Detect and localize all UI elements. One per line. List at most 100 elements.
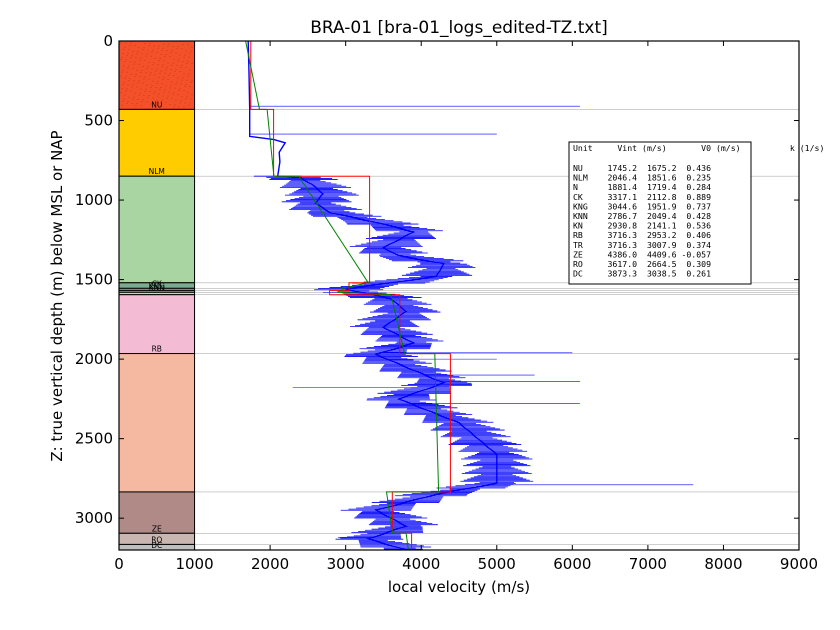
nu-texture-dot — [162, 79, 164, 81]
x-tick-label: 7000 — [629, 555, 667, 573]
nu-texture-dot — [187, 92, 189, 94]
nu-texture-dot — [121, 104, 123, 106]
chart-title: BRA-01 [bra-01_logs_edited-TZ.txt] — [310, 18, 608, 38]
legend-row-nlm: NLM 2046.4 1851.6 0.235 — [573, 173, 711, 183]
nu-texture-dot — [182, 44, 184, 46]
nu-texture-dot — [149, 74, 151, 76]
nu-texture-dot — [144, 59, 146, 61]
nu-texture-dot — [177, 93, 179, 95]
nu-texture-dot — [173, 91, 175, 93]
nu-texture-dot — [174, 71, 176, 73]
nu-texture-dot — [177, 60, 179, 62]
y-tick-label: 500 — [84, 112, 113, 130]
nu-texture-dot — [132, 84, 134, 86]
nu-texture-dot — [168, 43, 170, 45]
legend: Unit Vint (m/s) V0 (m/s) k (1/s) NU 1745… — [568, 141, 824, 285]
nu-texture-dot — [171, 97, 173, 99]
nu-texture-dot — [159, 89, 161, 91]
nu-texture-dot — [164, 72, 166, 74]
nu-texture-dot — [142, 82, 144, 84]
nu-texture-dot — [146, 53, 148, 55]
nu-texture-dot — [157, 47, 159, 49]
nu-texture-dot — [143, 47, 145, 49]
nu-texture-dot — [121, 56, 123, 58]
nu-texture-dot — [143, 78, 145, 80]
nu-texture-dot — [181, 48, 183, 50]
nu-texture-dot — [167, 95, 169, 97]
x-tick-label: 9000 — [780, 555, 818, 573]
nu-texture-dot — [143, 95, 145, 97]
legend-row-kng: KNG 3044.6 1951.9 0.737 — [573, 201, 711, 211]
nu-texture-dot — [134, 61, 136, 63]
nu-texture-dot — [133, 63, 135, 65]
nu-texture-dot — [120, 75, 122, 77]
nu-texture-dot — [149, 43, 151, 45]
nu-texture-dot — [163, 60, 165, 62]
nu-texture-dot — [151, 51, 153, 53]
nu-texture-dot — [141, 101, 143, 103]
nu-texture-dot — [123, 98, 125, 100]
nu-texture-dot — [150, 72, 152, 74]
nu-texture-dot — [127, 84, 129, 86]
nu-texture-dot — [135, 57, 137, 59]
nu-texture-dot — [180, 67, 182, 69]
nu-texture-dot — [158, 60, 160, 62]
nu-texture-dot — [182, 77, 184, 79]
nu-texture-dot — [127, 52, 129, 54]
nu-texture-dot — [133, 96, 135, 98]
nu-texture-dot — [163, 76, 165, 78]
nu-texture-dot — [184, 54, 186, 56]
nu-texture-dot — [179, 54, 181, 56]
legend-row-knn: KNN 2786.7 2049.4 0.428 — [573, 211, 711, 221]
nu-texture-dot — [123, 65, 125, 67]
x-tick-label: 4000 — [402, 555, 440, 573]
nu-texture-dot — [154, 74, 156, 76]
nu-texture-dot — [185, 83, 187, 85]
nu-texture-dot — [161, 99, 163, 101]
y-tick-label: 1000 — [75, 191, 113, 209]
nu-texture-dot — [121, 88, 123, 90]
nu-texture-dot — [188, 104, 190, 106]
nu-texture-dot — [134, 44, 136, 46]
x-axis-label: local velocity (m/s) — [388, 578, 530, 596]
nu-texture-dot — [129, 77, 131, 79]
nu-texture-dot — [137, 51, 139, 53]
unit-label-nu: NU — [151, 100, 162, 109]
nu-texture-dot — [142, 65, 144, 67]
legend-row-ze: ZE 4386.0 4409.6 -0.057 — [573, 249, 711, 259]
x-tick-label: 6000 — [553, 555, 591, 573]
legend-row-tr: TR 3716.3 3007.9 0.374 — [573, 240, 711, 250]
unit-label-kng: KNG — [149, 281, 166, 290]
nu-texture-dot — [187, 44, 189, 46]
nu-texture-dot — [155, 70, 157, 72]
nu-texture-dot — [180, 100, 182, 102]
nu-texture-dot — [128, 65, 130, 67]
nu-texture-dot — [132, 51, 134, 53]
nu-texture-dot — [152, 49, 154, 51]
unit-label-dc: DC — [151, 541, 162, 550]
nu-texture-dot — [171, 81, 173, 83]
nu-texture-dot — [178, 58, 180, 60]
nu-texture-dot — [174, 87, 176, 89]
nu-texture-dot — [145, 88, 147, 90]
nu-texture-dot — [159, 105, 161, 107]
nu-texture-dot — [181, 64, 183, 66]
nu-texture-dot — [185, 50, 187, 52]
nu-texture-dot — [162, 64, 164, 66]
nu-texture-dot — [182, 60, 184, 62]
unit-block-tr — [118, 353, 196, 493]
nu-texture-dot — [161, 83, 163, 85]
nu-texture-dot — [160, 101, 162, 103]
unit-label-ro: RO — [151, 535, 162, 544]
nu-texture-dot — [159, 58, 161, 60]
nu-texture-dot — [140, 88, 142, 90]
nu-texture-dot — [179, 71, 181, 73]
nu-texture-dot — [132, 67, 134, 69]
nu-texture-dot — [166, 97, 168, 99]
nu-texture-dot — [150, 86, 152, 88]
nu-texture-dot — [142, 99, 144, 101]
nu-texture-dot — [187, 75, 189, 77]
nu-texture-dot — [165, 54, 167, 56]
nu-texture-dot — [138, 63, 140, 65]
